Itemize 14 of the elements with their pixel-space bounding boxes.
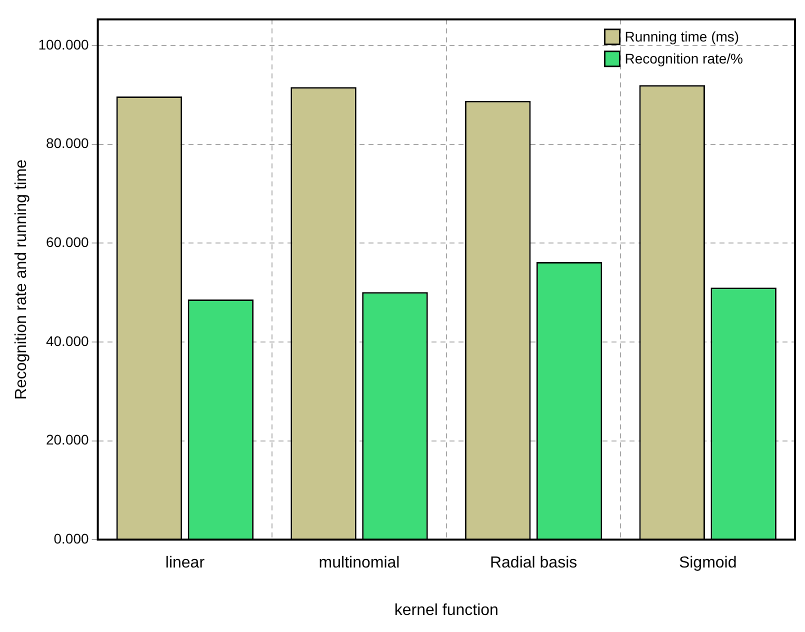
x-tick-label: Radial basis bbox=[490, 554, 578, 572]
y-tick-label: 80.000 bbox=[46, 135, 90, 152]
x-tick-label: Sigmoid bbox=[678, 554, 737, 572]
y-axis-title: Recognition rate and running time bbox=[13, 159, 30, 400]
x-axis-title: kernel function bbox=[394, 602, 498, 619]
y-tick-label: 0.000 bbox=[54, 530, 90, 546]
x-tick-label: linear bbox=[165, 554, 206, 572]
y-tick-label: 60.000 bbox=[46, 234, 90, 250]
legend-label: Running time (ms) bbox=[624, 28, 740, 44]
y-tick-label: 100.000 bbox=[38, 36, 90, 52]
y-tick-label: 20.000 bbox=[46, 432, 90, 448]
y-tick-label: 40.000 bbox=[46, 332, 90, 349]
x-tick-label: multinomial bbox=[318, 554, 400, 572]
legend-label: Recognition rate/% bbox=[624, 50, 744, 66]
